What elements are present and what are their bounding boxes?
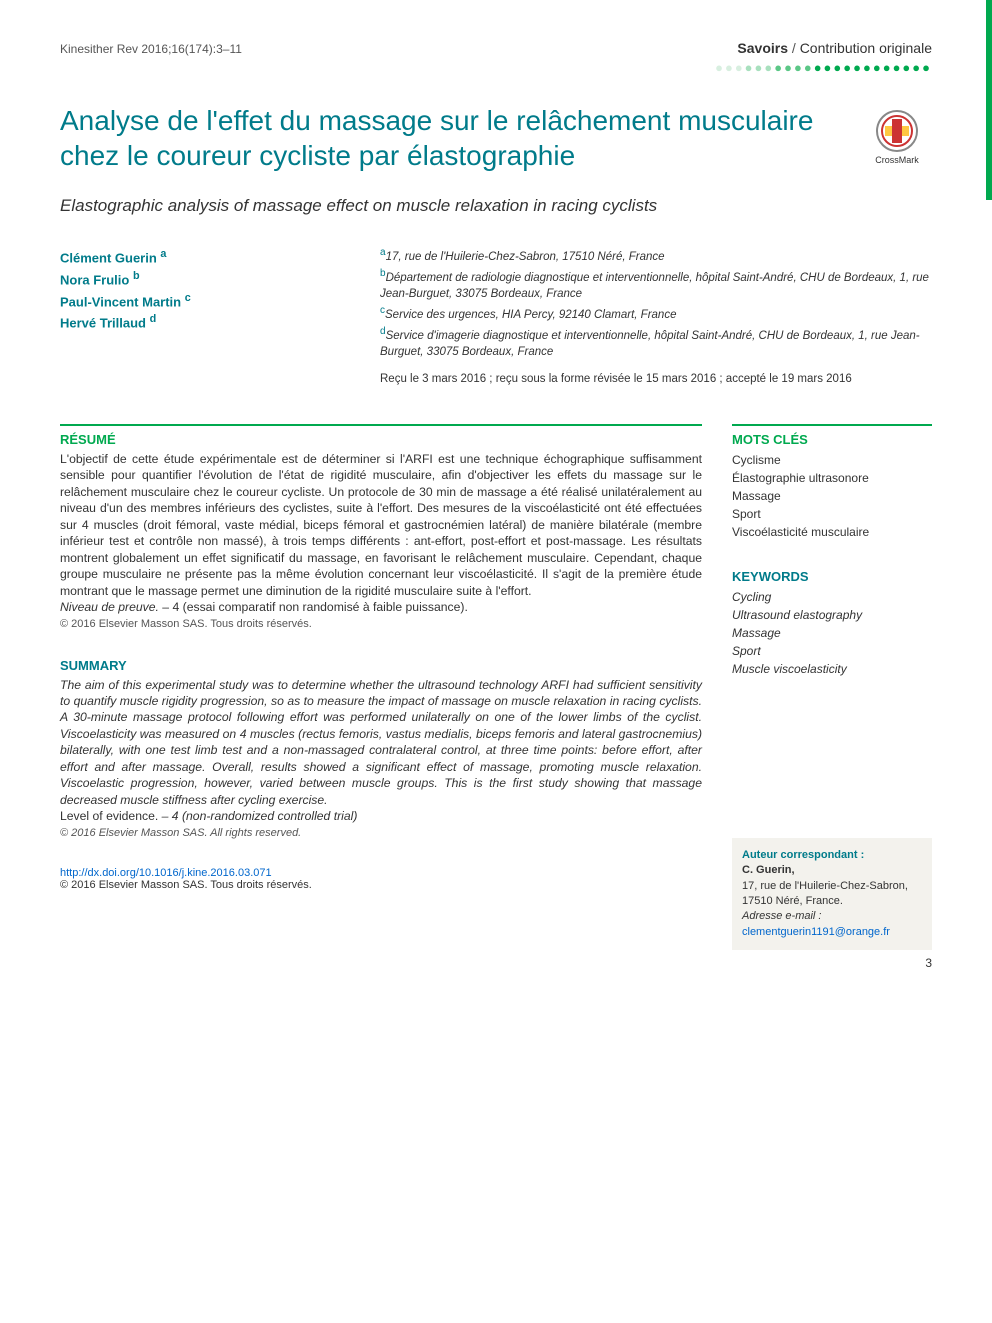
summary-text: The aim of this experimental study was t… [60, 678, 702, 807]
resume-level-label: Niveau de preuve. [60, 600, 159, 614]
resume-heading: RÉSUMÉ [60, 432, 702, 447]
correspondence-addr: 17, rue de l'Huilerie-Chez-Sabron, 17510… [742, 879, 922, 910]
summary-level-label: Level of evidence. [60, 809, 158, 823]
left-column: RÉSUMÉ L'objectif de cette étude expérim… [60, 424, 702, 950]
article-title-en: Elastographic analysis of massage effect… [60, 195, 932, 218]
affiliation: cService des urgences, HIA Percy, 92140 … [380, 304, 932, 323]
right-accent-rail [986, 0, 992, 200]
mots-cles-heading: MOTS CLÉS [732, 432, 932, 447]
keyword-item: Sport [732, 505, 932, 523]
correspondence-name: C. Guerin, [742, 863, 922, 878]
keyword-item: Sport [732, 642, 932, 660]
dot-decoration: ●●●●●●●●●●●●●●●●●●●●●● [60, 60, 932, 75]
keywords-list: CyclingUltrasound elastographyMassageSpo… [732, 588, 932, 678]
author: Hervé Trillaud d [60, 311, 320, 333]
summary-heading: SUMMARY [60, 658, 702, 673]
keywords-heading: KEYWORDS [732, 569, 932, 584]
correspondence-email-label: Adresse e-mail : [742, 909, 922, 924]
correspondence-label: Auteur correspondant : [742, 848, 922, 863]
affiliation: bDépartement de radiologie diagnostique … [380, 267, 932, 302]
doi-copyright: © 2016 Elsevier Masson SAS. Tous droits … [60, 879, 312, 891]
meta-columns: Clément Guerin aNora Frulio bPaul-Vincen… [60, 246, 932, 388]
mots-cles-rule [732, 424, 932, 426]
resume-copyright: © 2016 Elsevier Masson SAS. Tous droits … [60, 618, 702, 630]
affiliation: a17, rue de l'Huilerie-Chez-Sabron, 1751… [380, 246, 932, 265]
journal-reference: Kinesither Rev 2016;16(174):3–11 [60, 42, 242, 56]
author: Clément Guerin a [60, 246, 320, 268]
keyword-item: Cycling [732, 588, 932, 606]
summary-section: SUMMARY The aim of this experimental stu… [60, 658, 702, 839]
affiliations-column: a17, rue de l'Huilerie-Chez-Sabron, 1751… [380, 246, 932, 388]
mots-cles-list: CyclismeÉlastographie ultrasonoreMassage… [732, 451, 932, 541]
crossmark-badge[interactable]: CrossMark [862, 109, 932, 165]
article-dates: Reçu le 3 mars 2016 ; reçu sous la forme… [380, 372, 932, 388]
header-row: Kinesither Rev 2016;16(174):3–11 Savoirs… [60, 40, 932, 56]
page-number: 3 [925, 956, 932, 970]
doi-block: http://dx.doi.org/10.1016/j.kine.2016.03… [60, 867, 702, 891]
keyword-item: Massage [732, 487, 932, 505]
right-column: MOTS CLÉS CyclismeÉlastographie ultrason… [732, 424, 932, 950]
correspondence-email[interactable]: clementguerin1191@orange.fr [742, 925, 922, 940]
summary-level-value: – 4 (non-randomized controlled trial) [158, 809, 357, 823]
section-label-rest: Contribution originale [800, 40, 932, 56]
section-label-bold: Savoirs [737, 40, 788, 56]
section-label: Savoirs / Contribution originale [737, 40, 932, 56]
keywords-section: KEYWORDS CyclingUltrasound elastographyM… [732, 569, 932, 678]
summary-body: The aim of this experimental study was t… [60, 677, 702, 825]
doi-link[interactable]: http://dx.doi.org/10.1016/j.kine.2016.03… [60, 867, 272, 879]
affiliation: dService d'imagerie diagnostique et inte… [380, 325, 932, 360]
resume-level-value: – 4 (essai comparatif non randomisé à fa… [159, 600, 468, 614]
keyword-item: Viscoélasticité musculaire [732, 523, 932, 541]
keyword-item: Massage [732, 624, 932, 642]
title-block: Analyse de l'effet du massage sur le rel… [60, 103, 932, 173]
keyword-item: Élastographie ultrasonore [732, 469, 932, 487]
author: Nora Frulio b [60, 268, 320, 290]
mots-cles-section: MOTS CLÉS CyclismeÉlastographie ultrason… [732, 424, 932, 541]
resume-section: RÉSUMÉ L'objectif de cette étude expérim… [60, 424, 702, 630]
resume-rule [60, 424, 702, 426]
section-label-sep: / [788, 40, 800, 56]
crossmark-icon [875, 109, 919, 153]
resume-body: L'objectif de cette étude expérimentale … [60, 451, 702, 616]
article-title-fr: Analyse de l'effet du massage sur le rel… [60, 103, 842, 173]
resume-text: L'objectif de cette étude expérimentale … [60, 452, 702, 598]
author: Paul-Vincent Martin c [60, 290, 320, 312]
authors-column: Clément Guerin aNora Frulio bPaul-Vincen… [60, 246, 320, 388]
keyword-item: Muscle viscoelasticity [732, 660, 932, 678]
crossmark-label: CrossMark [875, 155, 919, 165]
summary-copyright: © 2016 Elsevier Masson SAS. All rights r… [60, 827, 702, 839]
keyword-item: Ultrasound elastography [732, 606, 932, 624]
keyword-item: Cyclisme [732, 451, 932, 469]
correspondence-box: Auteur correspondant : C. Guerin, 17, ru… [732, 838, 932, 950]
main-columns: RÉSUMÉ L'objectif de cette étude expérim… [60, 424, 932, 950]
